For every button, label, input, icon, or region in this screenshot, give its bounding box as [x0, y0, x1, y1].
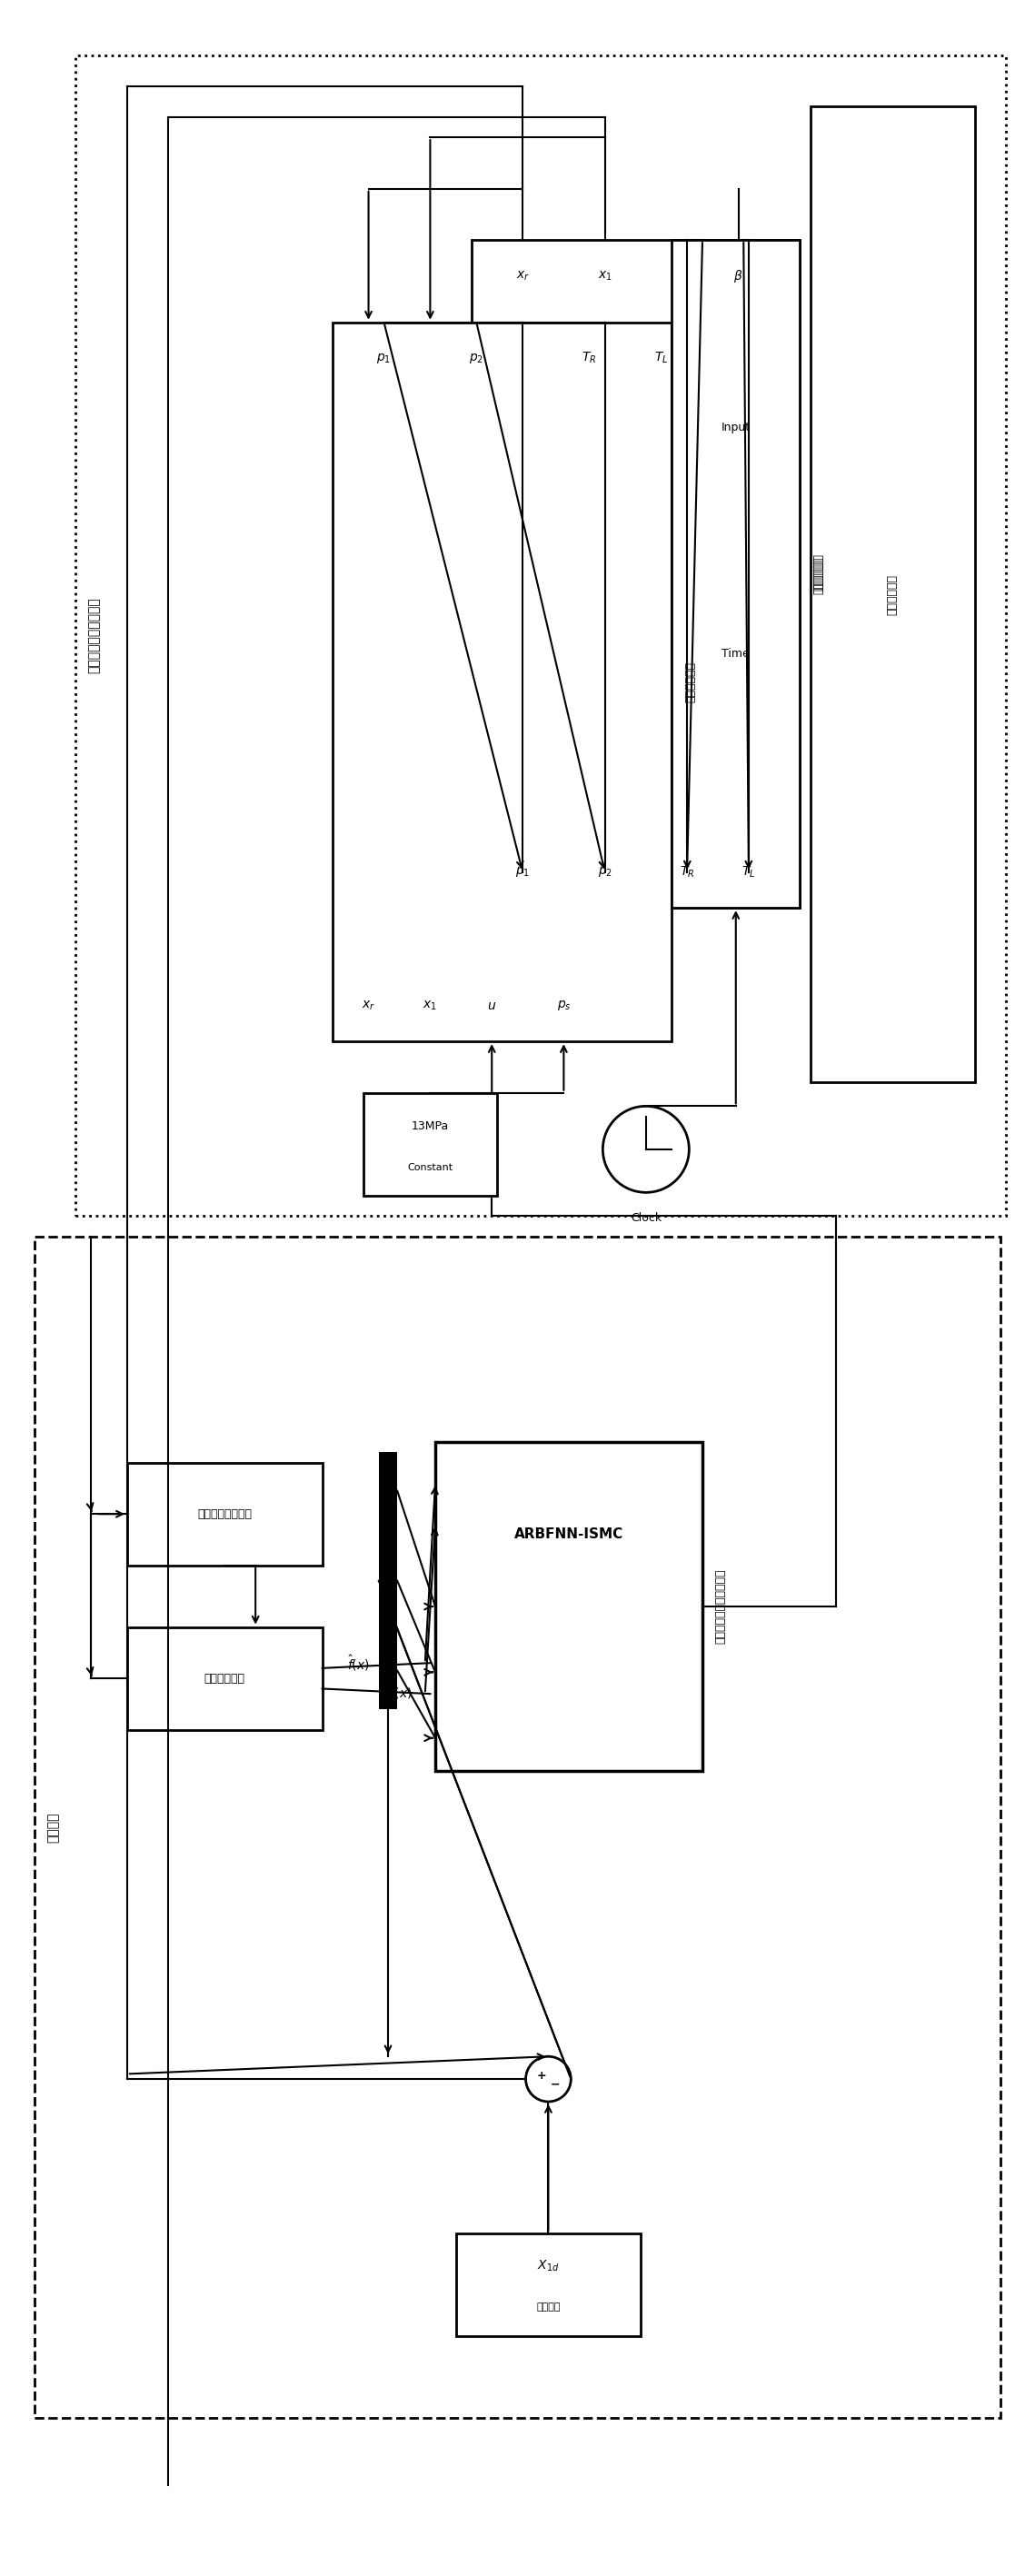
Text: $x_1$: $x_1$: [597, 270, 612, 283]
Text: $p_1$: $p_1$: [515, 866, 530, 878]
Text: $p_2$: $p_2$: [469, 350, 483, 366]
Text: 神经网络系统: 神经网络系统: [204, 1672, 245, 1685]
Circle shape: [526, 2056, 571, 2102]
Text: $u$: $u$: [487, 999, 497, 1012]
Text: 机械系统模型: 机械系统模型: [887, 574, 898, 616]
FancyBboxPatch shape: [363, 1092, 497, 1195]
FancyBboxPatch shape: [127, 1628, 322, 1728]
Text: ARBFNN-ISMC: ARBFNN-ISMC: [514, 1528, 623, 1540]
Text: $x_r$: $x_r$: [361, 999, 376, 1012]
Text: $p_1$: $p_1$: [377, 350, 391, 366]
FancyBboxPatch shape: [379, 1453, 397, 1710]
Text: Clock: Clock: [630, 1213, 661, 1224]
Text: 控制系统: 控制系统: [47, 1811, 59, 1842]
Text: $p_s$: $p_s$: [557, 999, 571, 1012]
Text: Constant: Constant: [408, 1164, 453, 1172]
Text: $p_2$: $p_2$: [597, 866, 612, 878]
Text: $\hat{g}(x)$: $\hat{g}(x)$: [386, 1685, 412, 1703]
Text: 液压系统模型: 液压系统模型: [812, 554, 825, 595]
Text: 阻力矩模型: 阻力矩模型: [812, 556, 825, 590]
FancyBboxPatch shape: [455, 2233, 641, 2336]
FancyBboxPatch shape: [810, 106, 975, 1082]
Circle shape: [602, 1105, 689, 1193]
FancyBboxPatch shape: [672, 240, 800, 907]
Text: $\beta$: $\beta$: [734, 268, 743, 283]
FancyBboxPatch shape: [436, 1443, 703, 1770]
FancyBboxPatch shape: [332, 322, 672, 1041]
Text: 期望指令: 期望指令: [536, 2303, 560, 2311]
Text: $x_1$: $x_1$: [423, 999, 438, 1012]
Text: $T_R$: $T_R$: [582, 350, 597, 366]
Text: $T_R$: $T_R$: [680, 866, 694, 878]
Text: $\hat{f}(x)$: $\hat{f}(x)$: [347, 1654, 369, 1672]
Text: 液压系统模型: 液压系统模型: [684, 662, 696, 703]
Text: +: +: [536, 2071, 545, 2081]
Text: Time: Time: [721, 649, 749, 659]
Text: $X_{1d}$: $X_{1d}$: [537, 2259, 560, 2275]
Text: −: −: [551, 2079, 560, 2089]
FancyBboxPatch shape: [127, 1463, 322, 1566]
Text: 电液助力转向系统模型: 电液助力转向系统模型: [88, 598, 100, 675]
Text: $T_L$: $T_L$: [654, 350, 669, 366]
Text: 神经网络自适应律: 神经网络自适应律: [198, 1507, 252, 1520]
FancyBboxPatch shape: [471, 240, 800, 907]
Text: $x_r$: $x_r$: [515, 270, 530, 283]
Text: 神经网络积分滑模控制器: 神经网络积分滑模控制器: [715, 1569, 727, 1643]
Text: Input: Input: [721, 420, 750, 433]
Text: 13MPa: 13MPa: [412, 1121, 449, 1133]
Text: $T_L$: $T_L$: [742, 866, 756, 878]
